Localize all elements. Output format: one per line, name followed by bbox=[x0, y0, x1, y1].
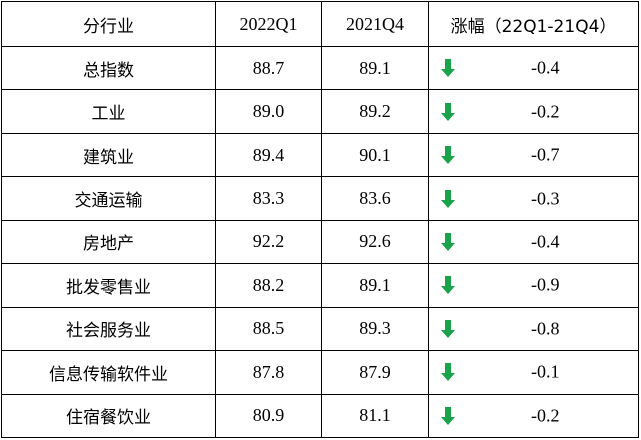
down-arrow-icon bbox=[441, 102, 455, 121]
header-row: 分行业 2022Q1 2021Q4 涨幅（22Q1-21Q4） bbox=[1, 1, 639, 47]
industry-cell: 信息传输软件业 bbox=[1, 350, 216, 395]
header-2022q1: 2022Q1 bbox=[215, 1, 322, 47]
change-value: -0.3 bbox=[531, 188, 560, 209]
change-value: -0.2 bbox=[531, 101, 560, 122]
table-row: 信息传输软件业 87.8 87.9 -0.1 bbox=[1, 350, 639, 395]
industry-cell: 工业 bbox=[1, 89, 216, 134]
industry-cell: 批发零售业 bbox=[1, 263, 216, 308]
table-row: 住宿餐饮业 80.9 81.1 -0.2 bbox=[1, 393, 639, 438]
down-arrow-icon bbox=[441, 319, 455, 338]
value-2021q4-cell: 90.1 bbox=[321, 132, 429, 178]
change-cell: -0.4 bbox=[428, 219, 639, 265]
value-2022q1-cell: 89.4 bbox=[215, 132, 322, 178]
value-2022q1-cell: 88.5 bbox=[215, 306, 322, 352]
value-2021q4-cell: 87.9 bbox=[321, 350, 429, 395]
change-value: -0.4 bbox=[531, 231, 560, 252]
change-cell: -0.2 bbox=[428, 89, 639, 134]
change-value: -0.9 bbox=[531, 274, 560, 295]
down-arrow-icon bbox=[441, 146, 455, 165]
change-value: -0.8 bbox=[531, 318, 560, 339]
down-arrow-icon bbox=[441, 363, 455, 382]
change-cell: -0.4 bbox=[428, 45, 639, 91]
industry-cell: 社会服务业 bbox=[1, 306, 216, 352]
change-cell: -0.1 bbox=[428, 350, 639, 395]
table-row: 社会服务业 88.5 89.3 -0.8 bbox=[1, 306, 639, 352]
header-change: 涨幅（22Q1-21Q4） bbox=[428, 1, 639, 47]
down-arrow-icon bbox=[441, 189, 455, 208]
value-2022q1-cell: 88.2 bbox=[215, 263, 322, 308]
change-value: -0.2 bbox=[531, 405, 560, 426]
value-2021q4-cell: 92.6 bbox=[321, 219, 429, 265]
industry-cell: 住宿餐饮业 bbox=[1, 393, 216, 438]
table-row: 房地产 92.2 92.6 -0.4 bbox=[1, 219, 639, 265]
change-value: -0.4 bbox=[531, 57, 560, 78]
change-cell: -0.9 bbox=[428, 263, 639, 308]
table-row: 总指数 88.7 89.1 -0.4 bbox=[1, 45, 639, 91]
down-arrow-icon bbox=[441, 276, 455, 295]
industry-cell: 交通运输 bbox=[1, 176, 216, 221]
value-2022q1-cell: 83.3 bbox=[215, 176, 322, 221]
value-2021q4-cell: 89.2 bbox=[321, 89, 429, 134]
down-arrow-icon bbox=[441, 59, 455, 78]
value-2021q4-cell: 81.1 bbox=[321, 393, 429, 438]
value-2022q1-cell: 80.9 bbox=[215, 393, 322, 438]
change-cell: -0.3 bbox=[428, 176, 639, 221]
header-industry: 分行业 bbox=[1, 1, 216, 47]
change-cell: -0.8 bbox=[428, 306, 639, 352]
industry-cell: 建筑业 bbox=[1, 132, 216, 178]
value-2022q1-cell: 92.2 bbox=[215, 219, 322, 265]
value-2022q1-cell: 87.8 bbox=[215, 350, 322, 395]
change-value: -0.7 bbox=[531, 144, 560, 165]
change-value: -0.1 bbox=[531, 361, 560, 382]
table-row: 批发零售业 88.2 89.1 -0.9 bbox=[1, 263, 639, 308]
value-2022q1-cell: 89.0 bbox=[215, 89, 322, 134]
header-2021q4: 2021Q4 bbox=[321, 1, 429, 47]
value-2021q4-cell: 89.1 bbox=[321, 45, 429, 91]
value-2021q4-cell: 83.6 bbox=[321, 176, 429, 221]
industry-cell: 总指数 bbox=[1, 45, 216, 91]
value-2022q1-cell: 88.7 bbox=[215, 45, 322, 91]
change-cell: -0.2 bbox=[428, 393, 639, 438]
value-2021q4-cell: 89.3 bbox=[321, 306, 429, 352]
industry-cell: 房地产 bbox=[1, 219, 216, 265]
table-row: 建筑业 89.4 90.1 -0.7 bbox=[1, 132, 639, 178]
table-row: 交通运输 83.3 83.6 -0.3 bbox=[1, 176, 639, 221]
change-cell: -0.7 bbox=[428, 132, 639, 178]
down-arrow-icon bbox=[441, 232, 455, 251]
table-row: 工业 89.0 89.2 -0.2 bbox=[1, 89, 639, 134]
down-arrow-icon bbox=[441, 406, 455, 425]
value-2021q4-cell: 89.1 bbox=[321, 263, 429, 308]
